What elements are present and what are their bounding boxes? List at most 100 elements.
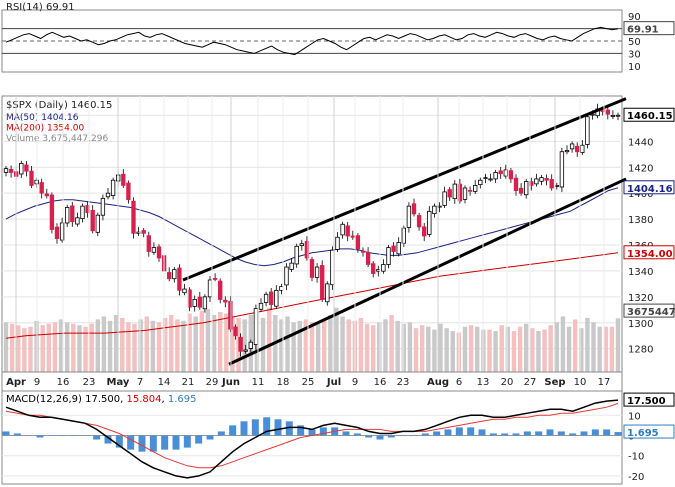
volume-bar <box>242 319 247 372</box>
volume-bar <box>199 310 205 372</box>
macd-value-label-box <box>623 424 675 439</box>
candle-body <box>167 272 172 280</box>
candle <box>483 173 488 184</box>
volume-bar <box>554 322 559 372</box>
macd-histogram-bar <box>444 429 452 436</box>
candle-body <box>427 210 432 235</box>
volume-bar <box>572 319 578 372</box>
macd-histogram-bar <box>546 429 554 436</box>
volume-bar <box>419 325 425 372</box>
rsi-line <box>5 26 619 56</box>
volume-bar <box>487 329 492 372</box>
candle-body <box>309 259 315 278</box>
macd-label-part: MACD(12,26,9) <box>6 394 85 405</box>
macd-histogram-bar <box>206 435 214 440</box>
macd-histogram-bar <box>467 427 475 436</box>
macd-histogram-bar <box>13 433 21 436</box>
volume-bar <box>156 322 162 372</box>
volume-bar <box>462 326 468 372</box>
volume-bar <box>438 323 443 372</box>
candle-body <box>59 222 65 241</box>
volume-bar <box>107 320 113 372</box>
candle-body <box>457 183 463 202</box>
candle <box>524 178 529 199</box>
candle <box>131 197 136 239</box>
macd-value-label: 17.500 <box>627 396 666 407</box>
candle-body <box>49 194 55 230</box>
macd-value-label-group: 17.500 <box>623 392 675 407</box>
candle <box>513 174 519 196</box>
rsi-value-label-group: 69.91 <box>623 21 675 36</box>
volume-bar <box>181 320 186 372</box>
candle-body <box>534 178 539 185</box>
macd-histogram-bar <box>523 431 531 436</box>
volume-bar <box>524 323 529 372</box>
candle <box>406 202 412 233</box>
volume-bar <box>260 317 266 372</box>
volume-bar <box>101 316 107 372</box>
price-last-label-box <box>623 107 675 122</box>
candle <box>569 141 575 153</box>
macd-histogram-bar <box>229 425 237 436</box>
price-value-label-group: 1404.16 <box>623 180 675 195</box>
rsi-value-label: 69.91 <box>627 25 659 36</box>
macd-histogram-bar <box>36 435 44 438</box>
candle <box>289 257 294 272</box>
volume-bar <box>444 328 449 372</box>
candle-body <box>365 251 371 265</box>
x-axis-label: May <box>107 377 130 388</box>
candle <box>355 233 361 253</box>
candle <box>605 106 610 120</box>
macd-histogram-bar <box>217 431 225 436</box>
candle-body <box>19 162 24 175</box>
price-value-label-group: 3675447 <box>623 303 675 318</box>
macd-histogram-bar <box>501 433 509 436</box>
x-axis-label: Aug <box>427 377 449 388</box>
macd-histogram-bar <box>399 435 407 436</box>
volume-bar <box>144 316 149 372</box>
x-axis-label: 16 <box>374 377 387 388</box>
candle <box>304 236 310 261</box>
candle <box>202 294 208 313</box>
candle-body <box>289 262 294 270</box>
candle-body <box>488 178 493 181</box>
candle-body <box>192 299 197 307</box>
candle-body <box>24 164 29 172</box>
volume-bar <box>187 313 192 372</box>
macd-histogram-bar <box>161 435 169 450</box>
macd-histogram-bar <box>104 435 112 444</box>
candle <box>110 177 116 200</box>
macd-histogram-bar <box>614 432 622 436</box>
volume-bar <box>279 319 284 372</box>
candle <box>156 244 162 262</box>
volume-bar <box>132 323 137 372</box>
x-axis-label: 21 <box>182 377 195 388</box>
candle <box>212 273 218 282</box>
volume-bar <box>468 325 474 372</box>
candle-body <box>238 336 243 352</box>
candle <box>141 227 146 238</box>
candle-body <box>406 205 412 228</box>
macd-histogram-bar <box>47 435 55 436</box>
candle <box>197 291 202 310</box>
price-tick-label: 1340 <box>628 267 653 278</box>
macd-histogram-bar <box>183 435 191 448</box>
candle <box>396 237 401 257</box>
candle <box>498 167 503 179</box>
candle-body <box>452 183 457 200</box>
macd-histogram-bar <box>569 433 577 436</box>
ma50-line <box>5 187 619 267</box>
x-axis-label: Sep <box>544 377 565 388</box>
candle <box>233 324 238 340</box>
candle <box>59 217 65 243</box>
candle-body <box>447 189 452 198</box>
candle-body <box>202 296 208 310</box>
rsi-tick-label: 50 <box>628 37 641 48</box>
x-axis-label: 9 <box>34 377 40 388</box>
candle <box>539 175 544 186</box>
candle <box>100 194 106 221</box>
volume-bar <box>475 326 480 372</box>
candle-body <box>274 289 279 307</box>
candle <box>401 225 406 248</box>
